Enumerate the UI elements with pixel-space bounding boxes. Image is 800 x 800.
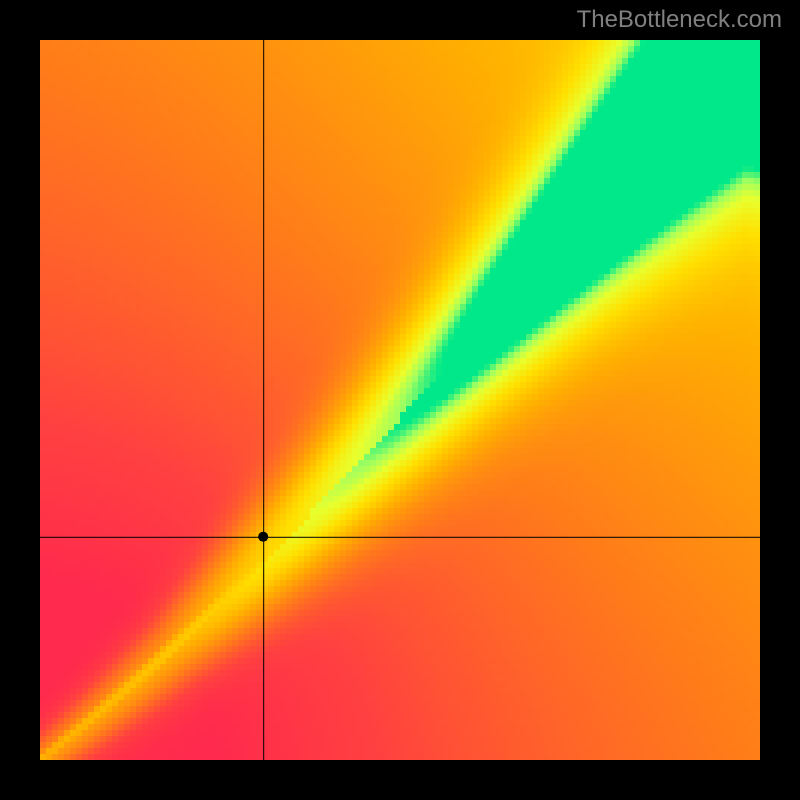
chart-container: TheBottleneck.com <box>0 0 800 800</box>
watermark-text: TheBottleneck.com <box>577 6 782 34</box>
bottleneck-heatmap <box>0 0 800 800</box>
